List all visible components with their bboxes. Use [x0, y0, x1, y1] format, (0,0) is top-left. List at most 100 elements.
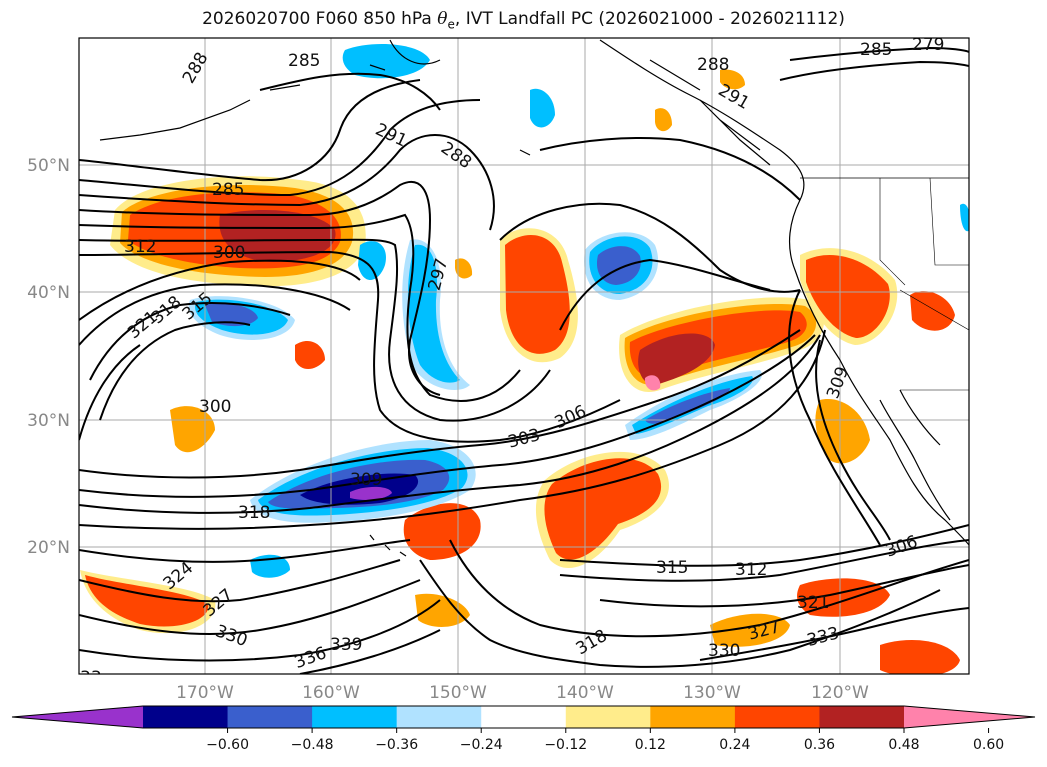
negative-anomaly	[342, 44, 430, 79]
contour-line	[79, 334, 821, 514]
contour-line	[79, 329, 801, 479]
latitude-tick-labels: 50°N 40°N 30°N 20°N	[27, 156, 70, 558]
positive-anomaly	[295, 340, 325, 369]
contour-line	[539, 137, 801, 201]
contour-line	[79, 559, 401, 603]
contour-line	[79, 213, 521, 402]
contour-label: 285	[288, 51, 320, 71]
longitude-tick-labels: 170°W 160°W 150°W 140°W 130°W 120°W	[176, 683, 869, 703]
map-frame	[78, 37, 970, 675]
contour-label: 339	[330, 635, 362, 655]
contour-line	[79, 334, 816, 498]
map-gridlines	[79, 38, 969, 674]
colorbar-segment	[481, 706, 567, 728]
colorbar-segment	[819, 706, 905, 728]
lon-tick-label: 160°W	[302, 683, 360, 703]
alaska-coast	[369, 39, 531, 156]
negative-anomaly	[960, 203, 969, 232]
contour-label: 309	[350, 470, 382, 490]
colorbar-tick-label: −0.48	[291, 737, 334, 753]
positive-anomaly	[815, 399, 870, 464]
positive-anomaly	[806, 254, 890, 338]
hawaiian-islands	[369, 534, 407, 557]
positive-anomaly	[910, 291, 955, 331]
positive-anomaly	[403, 503, 481, 560]
contour-label: 288	[697, 55, 729, 75]
colorbar-segment	[396, 706, 482, 728]
contour-line	[79, 539, 411, 563]
contour-line	[79, 344, 141, 441]
contour-line	[779, 60, 969, 81]
contour-line	[99, 321, 251, 421]
contour-label: 300	[199, 397, 231, 417]
contour-line	[699, 607, 969, 661]
positive-anomaly	[655, 108, 672, 132]
colorbar-extend-max	[904, 706, 1035, 728]
contour-line	[89, 302, 291, 381]
lat-tick-label: 40°N	[27, 283, 70, 303]
lat-tick-label: 50°N	[27, 156, 70, 176]
colorbar-tick-label: 0.48	[888, 737, 919, 753]
lon-tick-label: 120°W	[811, 683, 869, 703]
positive-anomaly	[720, 69, 745, 90]
contour-label: 300	[213, 243, 245, 263]
colorbar-segment	[650, 706, 736, 728]
positive-anomaly	[415, 593, 470, 627]
lat-tick-label: 20°N	[27, 538, 70, 558]
contour-line	[559, 539, 969, 582]
contour-line	[79, 283, 351, 346]
positive-anomaly	[880, 640, 960, 674]
aleutian-islands	[99, 84, 301, 141]
colorbar-tick-label: −0.24	[460, 737, 503, 753]
positive-anomaly	[219, 210, 336, 262]
north-america-coast	[599, 39, 969, 546]
contour-line	[299, 629, 441, 674]
contour-line	[788, 289, 881, 546]
negative-anomaly	[350, 486, 392, 501]
colorbar-segment	[734, 706, 820, 728]
contour-line	[79, 99, 481, 197]
contour-label: 318	[238, 503, 270, 523]
contour-line	[559, 524, 969, 567]
colorbar-segment	[565, 706, 651, 728]
negative-anomaly	[645, 388, 730, 424]
gulf-of-california	[899, 389, 941, 446]
positive-anomaly	[455, 258, 473, 279]
contour-line	[79, 134, 495, 231]
negative-anomaly	[205, 303, 258, 327]
contour-line	[79, 329, 826, 530]
contour-line	[815, 339, 891, 541]
baja-california	[879, 399, 951, 521]
colorbar-outline	[11, 705, 1036, 729]
lon-tick-label: 170°W	[176, 683, 234, 703]
contour-line	[79, 250, 621, 443]
colorbar-tick-label: 0.60	[973, 737, 1004, 753]
colorbar: −0.60 −0.48 −0.36 −0.24 −0.12 0.12 0.24 0.36 0.4…	[11, 705, 1036, 753]
contour-line	[599, 564, 969, 608]
colorbar-extend-min	[12, 706, 143, 728]
colorbar-tick-label: −0.12	[544, 737, 587, 753]
positive-anomaly	[644, 375, 661, 391]
lon-tick-label: 150°W	[429, 683, 487, 703]
lon-tick-label: 140°W	[556, 683, 614, 703]
contour-line	[79, 238, 551, 422]
positive-anomaly	[170, 406, 215, 453]
colorbar-tick-label: −0.60	[206, 737, 249, 753]
contour-label: 312	[124, 237, 156, 257]
contour-line	[559, 258, 771, 331]
contour-label: 279	[912, 35, 944, 55]
figure-title: 2026020700 F060 850 hPa θe, IVT Landfall…	[202, 9, 845, 32]
contour-line	[79, 599, 441, 662]
contour-label: 330	[708, 641, 740, 661]
colorbar-segment	[227, 706, 313, 728]
contour-label: 285	[860, 40, 892, 60]
negative-anomaly	[358, 241, 386, 280]
lat-tick-label: 30°N	[27, 411, 70, 431]
theta-e-contours	[79, 46, 969, 674]
contour-label: 33	[80, 668, 102, 688]
colorbar-tick-label: −0.36	[375, 737, 418, 753]
colorbar-segment	[312, 706, 398, 728]
map-panel: 288 285 288 291 288 285 279 285 291 300 …	[79, 35, 969, 688]
colorbar-tick-label: 0.12	[635, 737, 666, 753]
